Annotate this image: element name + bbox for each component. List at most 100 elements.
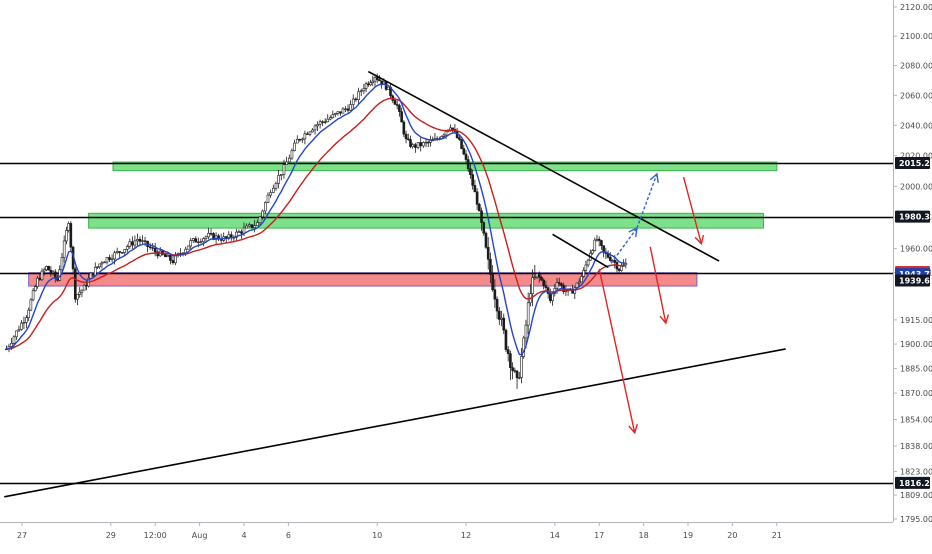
candle-body [557,282,561,285]
candle-body [620,265,623,271]
trendlines-layer [4,70,786,498]
candle-body [323,121,327,123]
candle-body [108,257,111,260]
candle-body [544,285,548,288]
bearish-forecast-arrow [598,268,636,433]
bullish-forecast-arrow [607,227,638,268]
candle-body [164,254,167,258]
candle-body [462,148,466,155]
y-tick-label: 1823.000 [900,467,932,476]
candle-body [103,261,106,264]
candle-body [359,90,363,92]
candle-body [10,343,13,347]
candle-body [466,159,470,170]
x-axis[interactable]: 27 29 12:00 Aug 4 6 10 12 14 17 18 19 20 21 [0,522,932,550]
x-tick-label: 6 [286,531,291,540]
candle-body [442,134,446,137]
trendline [4,348,786,498]
candle-body [27,309,30,318]
candle-body [371,80,375,83]
candle-body [141,240,144,242]
candle-body [113,252,116,260]
price-badge [895,156,930,169]
candle-body [357,91,360,101]
candle-body [386,86,390,90]
y-tick-label: 1960.000 [900,244,932,253]
arrow-head [628,226,638,238]
arrow-head [628,423,638,435]
candle-body [199,241,203,243]
x-tick-label: 18 [639,531,649,540]
x-tick-label: 29 [106,531,116,540]
candle-body [416,142,420,148]
candle-body [313,125,317,131]
candle-body [535,273,539,278]
candle-body [493,289,497,300]
candle-body [316,124,319,127]
candle-body [311,129,314,133]
candle-body [214,235,218,240]
candle-body [531,277,534,294]
candle-body [209,233,213,235]
x-tick-label: 21 [772,531,782,540]
candle-body [419,142,423,147]
candle-body [93,267,97,276]
candle-body [624,263,628,266]
candle-body [444,131,448,136]
candle-body [65,230,68,242]
candle-body [362,88,366,92]
candle-body [334,113,337,115]
candle-body [261,210,264,218]
candle-body [500,317,503,320]
candle-body [245,225,248,229]
candle-body [600,240,603,246]
price-badge-label: 1980.397 [899,213,932,222]
candle-body [602,245,605,253]
candle-body [429,140,432,143]
candle-body [511,367,514,371]
candle-body [549,293,552,301]
y-tick-label: 2020.000 [900,152,932,161]
candle-body [515,370,519,379]
candle-body [20,322,23,330]
candle-body [186,245,190,250]
candle-body [295,139,299,144]
candle-body [47,266,50,271]
candle-body [274,183,278,189]
candle-body [480,210,483,223]
candle-body [400,111,403,123]
candle-body [17,329,21,332]
candle-body [82,284,86,291]
candle-body [78,291,82,295]
candle-body [293,142,296,151]
trendline [367,70,720,262]
candle-body [524,324,528,339]
x-tick-label: 19 [683,531,693,540]
support-resistance-zone [112,161,778,172]
ema-slow-line [6,97,626,350]
forecast-arrows-layer [598,172,705,435]
candle-body [40,270,44,280]
price-badge-label: 1939.686 [899,276,932,285]
candle-body [264,202,267,212]
candle-body [414,144,417,148]
candle-body [306,133,309,135]
candle-body [308,131,312,135]
y-tick-label: 1870.000 [900,389,932,398]
candle-body [484,232,488,248]
candle-body [613,260,617,263]
candle-body [256,222,259,226]
candle-body [471,174,474,186]
candle-body [143,240,147,242]
candle-body [237,231,241,233]
y-tick-label: 2060.000 [900,91,932,100]
candle-body [424,141,428,144]
trendline [552,233,609,269]
candle-body [491,274,494,291]
candle-body [123,248,127,253]
candle-body [460,139,463,149]
candle-body [301,138,304,141]
candle-body [202,238,205,242]
candle-body [580,276,583,283]
